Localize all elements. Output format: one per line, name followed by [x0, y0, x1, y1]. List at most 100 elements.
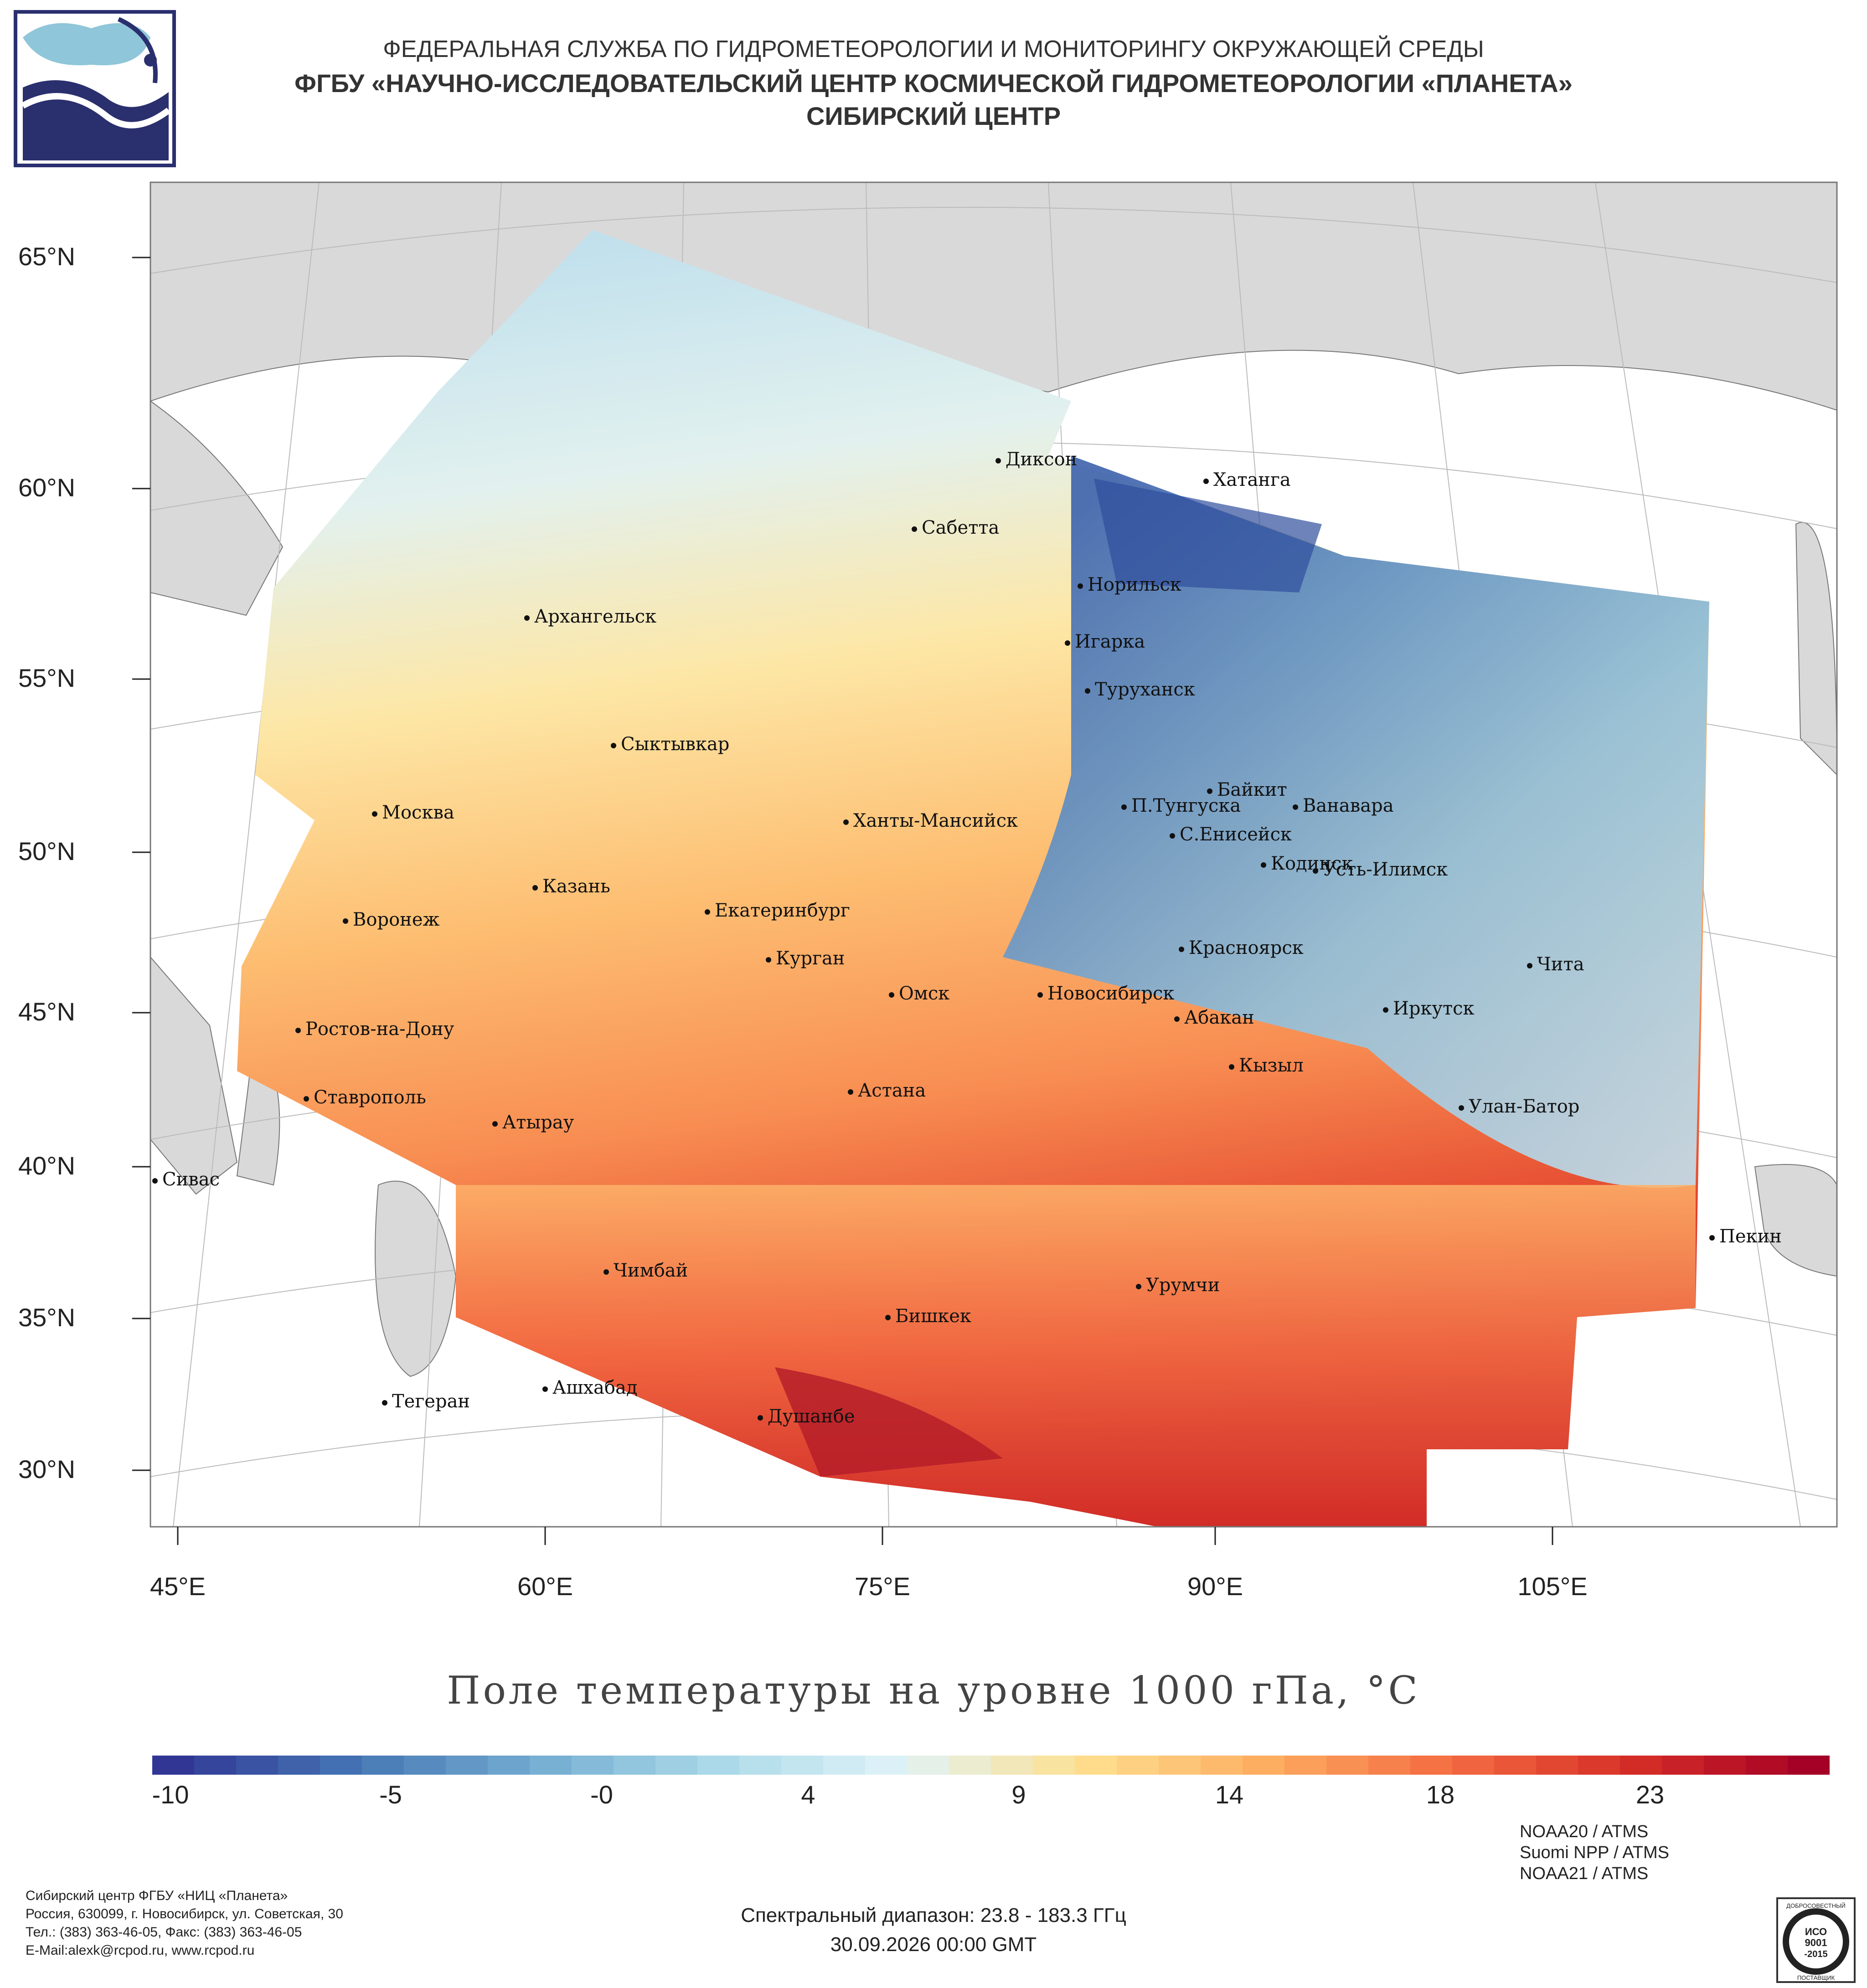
- city-label: Астана: [848, 1080, 926, 1101]
- colorbar-step: [278, 1756, 320, 1775]
- colorbar-step: [152, 1756, 194, 1775]
- svg-text:ДОБРОСОВЕСТНЫЙ: ДОБРОСОВЕСТНЫЙ: [1786, 1902, 1846, 1909]
- colorbar-tick: 14: [1215, 1780, 1244, 1809]
- city-label: Красноярск: [1179, 937, 1304, 958]
- satellite-item: NOAA21 / ATMS: [1520, 1864, 1649, 1883]
- satellite-item: Suomi NPP / ATMS: [1520, 1843, 1670, 1862]
- agency-title: ФЕДЕРАЛЬНАЯ СЛУЖБА ПО ГИДРОМЕТЕОРОЛОГИИ …: [383, 36, 1484, 62]
- colorbar-step: [1284, 1756, 1326, 1775]
- lon-label: 60°E: [517, 1572, 573, 1601]
- lat-label: 50°N: [18, 837, 76, 865]
- city-label: Кодинск: [1261, 853, 1353, 874]
- lon-label: 75°E: [854, 1572, 911, 1601]
- colorbar-step: [697, 1756, 739, 1775]
- city-label: Норильск: [1078, 574, 1181, 595]
- city-label: Абакан: [1174, 1007, 1254, 1028]
- city-label: Ростов-на-Дону: [295, 1019, 454, 1040]
- colorbar-step: [1494, 1756, 1536, 1775]
- svg-text:ПОСТАВЩИК: ПОСТАВЩИК: [1797, 1974, 1835, 1981]
- institute-title: ФГБУ «НАУЧНО-ИССЛЕДОВАТЕЛЬСКИЙ ЦЕНТР КОС…: [294, 69, 1573, 98]
- city-label: Игарка: [1065, 631, 1145, 652]
- city-label: Усть-Илимск: [1313, 859, 1448, 880]
- org-line: E-Mail:alexk@rcpod.ru, www.rcpod.ru: [26, 1943, 255, 1958]
- colorbar-step: [823, 1756, 865, 1775]
- colorbar-step: [781, 1756, 823, 1775]
- city-label: Урумчи: [1136, 1275, 1220, 1296]
- colorbar-step: [530, 1756, 572, 1775]
- map-frame: [150, 181, 1838, 1528]
- city-label: Ашхабад: [542, 1377, 637, 1398]
- colorbar-step: [1368, 1756, 1410, 1775]
- city-label: Пекин: [1709, 1226, 1782, 1247]
- city-label: Курган: [766, 948, 845, 969]
- organization-contacts: Сибирский центр ФГБУ «НИЦ «Планета» Росс…: [26, 1887, 343, 1960]
- colorbar-step: [1201, 1756, 1243, 1775]
- colorbar-step: [1243, 1756, 1284, 1775]
- lat-label: 60°N: [18, 473, 76, 502]
- city-label: Сыктывкар: [611, 734, 729, 755]
- colorbar-step: [572, 1756, 614, 1775]
- colorbar-step: [1326, 1756, 1368, 1775]
- lat-label: 40°N: [18, 1151, 76, 1180]
- lat-label: 45°N: [18, 997, 76, 1026]
- city-label: Диксон: [995, 449, 1077, 470]
- observation-datetime: 30.09.2026 00:00 GMT: [830, 1933, 1037, 1956]
- lon-label: 105°E: [1517, 1572, 1588, 1601]
- colorbar-step: [949, 1756, 991, 1775]
- city-label: Москва: [372, 802, 454, 823]
- city-label: Байкит: [1207, 779, 1287, 800]
- colorbar-step: [488, 1756, 530, 1775]
- city-label: Чимбай: [603, 1260, 688, 1281]
- city-label: Атырау: [492, 1112, 574, 1133]
- colorbar-tick: 9: [1011, 1780, 1026, 1809]
- city-label: Кызыл: [1229, 1055, 1304, 1076]
- city-label: Воронеж: [343, 909, 439, 930]
- city-label: Туруханск: [1085, 679, 1195, 700]
- city-label: Чита: [1527, 954, 1584, 975]
- iso-certificate-badge: ДОБРОСОВЕСТНЫЙ ИСО 9001 -2015 ПОСТАВЩИК: [1776, 1897, 1856, 1983]
- city-label: Сабетта: [912, 517, 999, 538]
- satellite-list: NOAA20 / ATMS Suomi NPP / ATMS NOAA21 / …: [1520, 1821, 1669, 1884]
- city-label: Ханты-Мансийск: [843, 810, 1018, 831]
- colorbar-step: [1452, 1756, 1494, 1775]
- lat-label: 30°N: [18, 1455, 76, 1483]
- colorbar-step: [614, 1756, 655, 1775]
- city-label: Ставрополь: [304, 1087, 426, 1108]
- city-label: С.Енисейск: [1170, 824, 1292, 845]
- colorbar-step: [404, 1756, 446, 1775]
- city-label: Архангельск: [524, 606, 656, 627]
- city-label: Хатанга: [1203, 469, 1291, 490]
- colorbar-step: [362, 1756, 404, 1775]
- colorbar-step: [865, 1756, 907, 1775]
- city-label: Душанбе: [758, 1406, 855, 1427]
- colorbar-step: [1033, 1756, 1075, 1775]
- colorbar-tick: 4: [801, 1780, 815, 1809]
- city-label: Ванавара: [1293, 795, 1394, 816]
- colorbar-tick: 18: [1426, 1780, 1455, 1809]
- city-label: Тегеран: [382, 1391, 470, 1412]
- city-label: Новосибирск: [1037, 983, 1174, 1004]
- colorbar-step: [739, 1756, 781, 1775]
- colorbar-step: [1410, 1756, 1452, 1775]
- city-label: Омск: [889, 983, 949, 1004]
- colorbar-tick: -10: [152, 1780, 189, 1809]
- svg-text:9001: 9001: [1805, 1937, 1827, 1948]
- city-label: П.Тунгуска: [1121, 795, 1241, 816]
- city-label: Улан-Батор: [1459, 1096, 1579, 1117]
- satellite-item: NOAA20 / ATMS: [1520, 1822, 1649, 1841]
- colorbar-step: [1075, 1756, 1117, 1775]
- svg-text:ИСО: ИСО: [1805, 1926, 1827, 1937]
- lat-label: 55°N: [18, 664, 76, 692]
- city-label: Сивас: [152, 1169, 220, 1190]
- map-title: Поле температуры на уровне 1000 гПа, °C: [447, 1668, 1420, 1713]
- colorbar-step: [320, 1756, 362, 1775]
- colorbar-tick: 23: [1635, 1780, 1665, 1809]
- colorbar-step: [1578, 1756, 1620, 1775]
- temperature-swaths: [237, 230, 1709, 1527]
- colorbar-step: [1536, 1756, 1578, 1775]
- colorbar-step: [446, 1756, 488, 1775]
- colorbar-step: [1788, 1756, 1830, 1775]
- lon-label: 45°E: [150, 1572, 206, 1601]
- colorbar-step: [236, 1756, 278, 1775]
